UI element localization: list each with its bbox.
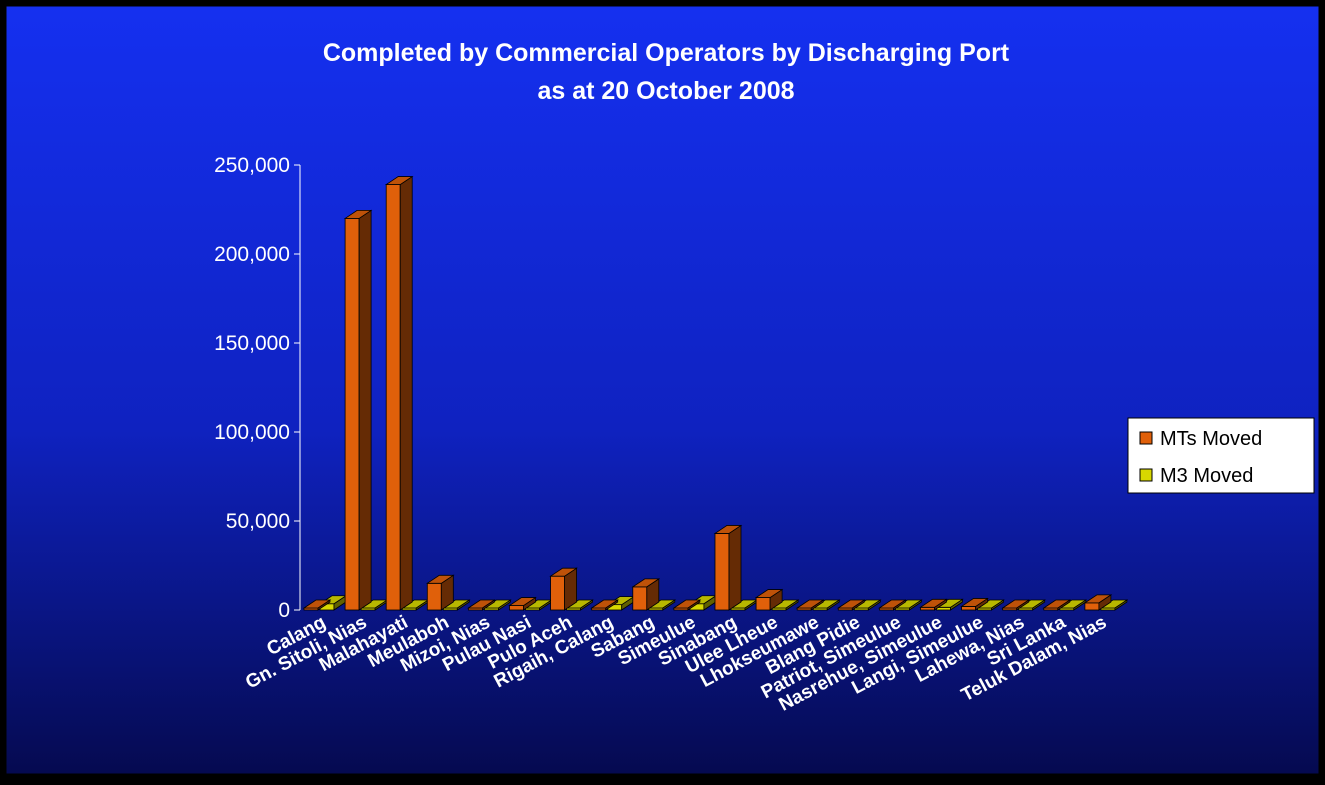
bar-top [836, 599, 866, 609]
bar-m3-moved [976, 599, 1005, 611]
bar-top [878, 599, 907, 609]
y-tick-label: 200,000 [214, 243, 290, 266]
bar-top [631, 578, 661, 588]
y-tick-label: 150,000 [214, 332, 290, 355]
bar-top [754, 589, 784, 598]
bar-mts-moved [508, 596, 537, 611]
chart-subtitle: as at 20 October 2008 [537, 77, 794, 105]
bar-top [919, 598, 948, 608]
bar-top [672, 599, 702, 609]
bar-top [508, 597, 537, 606]
bar-top [1001, 599, 1031, 609]
bar-mts-moved [425, 574, 455, 611]
bar-m3-moved [935, 598, 964, 611]
bar-top [1083, 594, 1113, 604]
y-axis: 0 50,000 100,000 150,000 200,000 250,000 [214, 154, 301, 622]
bar-front [632, 586, 648, 611]
bar-mts-moved [672, 599, 702, 611]
bar-top [1042, 599, 1072, 609]
legend-label-m3-moved: M3 Moved [1160, 465, 1253, 487]
bar-mts-moved [754, 588, 784, 611]
bar-top [795, 599, 825, 609]
bar-side [728, 524, 742, 611]
bar-top [549, 567, 578, 577]
bar-front [961, 606, 976, 611]
bar-mts-moved [960, 597, 989, 611]
bar-front [920, 606, 935, 611]
bar-mts-moved [1042, 599, 1072, 611]
bar-mts-moved [1083, 594, 1113, 611]
bar-mts-moved [878, 599, 907, 611]
legend-swatch-mts-moved [1139, 431, 1153, 445]
legend: MTs Moved M3 Moved [1127, 417, 1315, 494]
bars-group [302, 175, 1129, 611]
bar-top [302, 599, 332, 609]
bar-mts-moved [836, 599, 866, 611]
bar-mts-moved [467, 599, 496, 611]
legend-swatch-m3-moved [1139, 468, 1153, 482]
bar-front [550, 575, 565, 611]
bar-front [426, 582, 442, 611]
bar-side [358, 209, 372, 611]
y-tick-label: 50,000 [226, 510, 290, 533]
bar-m3-moved [483, 599, 512, 611]
bar-mts-moved [549, 567, 578, 611]
bar-mts-moved [1001, 599, 1031, 611]
bar-mts-moved [631, 578, 661, 611]
bar-front [385, 184, 401, 611]
bar-top [425, 574, 455, 584]
bar-front [344, 217, 360, 611]
bar-top [384, 176, 414, 185]
bar-top [713, 525, 743, 534]
bar-m3-moved [1099, 599, 1129, 611]
bar-front [755, 597, 771, 611]
chart-title: Completed by Commercial Operators by Dis… [323, 39, 1010, 67]
bar-front [1084, 602, 1100, 611]
bar-mts-moved [795, 599, 825, 611]
bar-top [467, 599, 496, 609]
bar-mts-moved [713, 524, 743, 611]
bar-front [509, 605, 524, 611]
bar-m3-moved [565, 599, 594, 611]
bar-top [960, 598, 989, 607]
bar-top [590, 599, 620, 609]
bar-mts-moved [590, 599, 620, 611]
y-tick-label: 100,000 [214, 421, 290, 444]
bar-m3-moved [441, 599, 471, 611]
bar-front [714, 533, 730, 611]
bar-mts-moved [302, 599, 332, 611]
bar-side [399, 175, 413, 611]
bar-mts-moved [384, 175, 414, 611]
legend-box [1127, 417, 1315, 494]
bar-m3-moved [1017, 599, 1047, 611]
y-tick-label: 0 [278, 599, 290, 622]
bar-mts-moved [919, 598, 948, 611]
legend-label-mts-moved: MTs Moved [1160, 428, 1262, 450]
chart-background [5, 5, 1320, 775]
y-tick-label: 250,000 [214, 154, 290, 177]
bar-top [343, 209, 373, 219]
bar-mts-moved [343, 209, 373, 611]
